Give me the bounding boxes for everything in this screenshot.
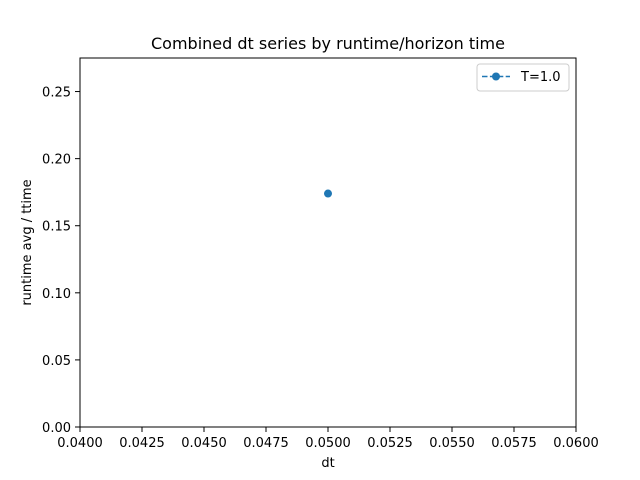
y-tick-label: 0.05: [42, 354, 71, 369]
x-tick-label: 0.0600: [553, 436, 599, 451]
chart-title: Combined dt series by runtime/horizon ti…: [151, 34, 505, 53]
x-tick-label: 0.0450: [181, 436, 227, 451]
x-axis: 0.0400 0.0425 0.0450 0.0475 0.0500 0.0525 0.05…: [57, 427, 599, 451]
legend-frame: [476, 63, 570, 92]
y-tick-label: 0.20: [42, 153, 71, 168]
x-tick-label: 0.0400: [57, 436, 103, 451]
legend-entry-label: T=1.0: [520, 70, 561, 85]
x-axis-label: dt: [321, 456, 334, 471]
plot-background: [80, 58, 576, 427]
plot-area: [79, 57, 577, 428]
y-axis-label: runtime avg / ttime: [20, 179, 35, 305]
x-tick-label: 0.0525: [367, 436, 413, 451]
data-point: [324, 189, 332, 198]
legend: T=1.0: [476, 63, 570, 92]
x-tick-label: 0.0575: [491, 436, 537, 451]
y-axis: 0.00 0.05 0.10 0.15 0.20 0.25: [42, 86, 80, 436]
x-tick-label: 0.0500: [305, 436, 351, 451]
legend-marker: [492, 72, 500, 81]
y-tick-label: 0.15: [42, 220, 71, 235]
x-tick-label: 0.0550: [429, 436, 475, 451]
y-tick-label: 0.00: [42, 421, 71, 436]
y-tick-label: 0.25: [42, 86, 71, 101]
y-tick-label: 0.10: [42, 287, 71, 302]
series-layer: [324, 189, 332, 198]
x-tick-label: 0.0425: [119, 436, 165, 451]
x-tick-label: 0.0475: [243, 436, 289, 451]
